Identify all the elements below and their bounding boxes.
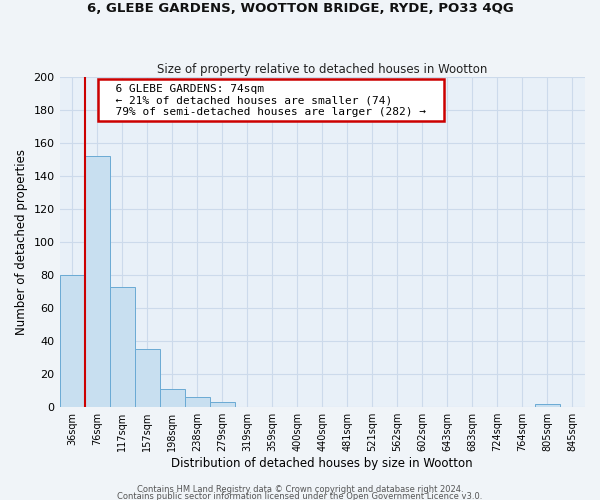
Bar [160, 389, 185, 407]
X-axis label: Distribution of detached houses by size in Wootton: Distribution of detached houses by size … [172, 457, 473, 470]
Text: Contains public sector information licensed under the Open Government Licence v3: Contains public sector information licen… [118, 492, 482, 500]
Bar [59, 275, 85, 407]
Text: 6, GLEBE GARDENS, WOOTTON BRIDGE, RYDE, PO33 4QG: 6, GLEBE GARDENS, WOOTTON BRIDGE, RYDE, … [86, 2, 514, 16]
Bar [110, 286, 134, 407]
Text: 6 GLEBE GARDENS: 74sqm  
  ← 21% of detached houses are smaller (74)  
  79% of : 6 GLEBE GARDENS: 74sqm ← 21% of detached… [102, 84, 440, 117]
Bar [535, 404, 560, 407]
Title: Size of property relative to detached houses in Wootton: Size of property relative to detached ho… [157, 63, 487, 76]
Bar [209, 402, 235, 407]
Y-axis label: Number of detached properties: Number of detached properties [15, 149, 28, 335]
Bar [85, 156, 110, 407]
Bar [185, 398, 209, 407]
Text: Contains HM Land Registry data © Crown copyright and database right 2024.: Contains HM Land Registry data © Crown c… [137, 486, 463, 494]
Bar [134, 350, 160, 407]
